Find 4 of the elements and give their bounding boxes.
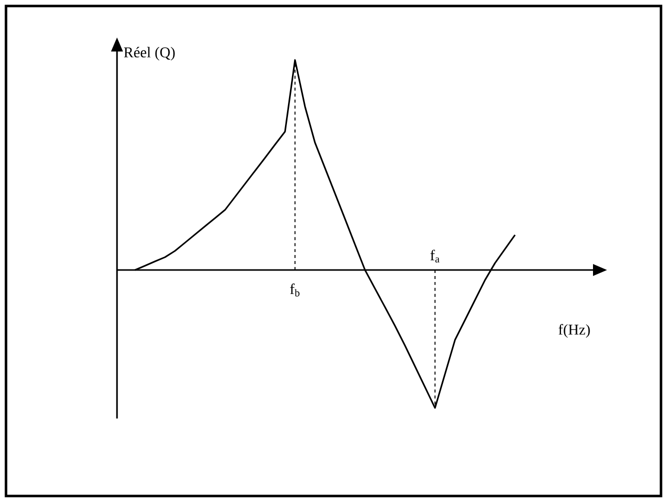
x-axis-title: f(Hz) [558,324,590,338]
y-axis-title: Réel (Q) [124,46,175,60]
x-tick-label: f$_{b}$ [290,284,300,296]
x-tick-label: f$_{a}$ [430,250,440,262]
